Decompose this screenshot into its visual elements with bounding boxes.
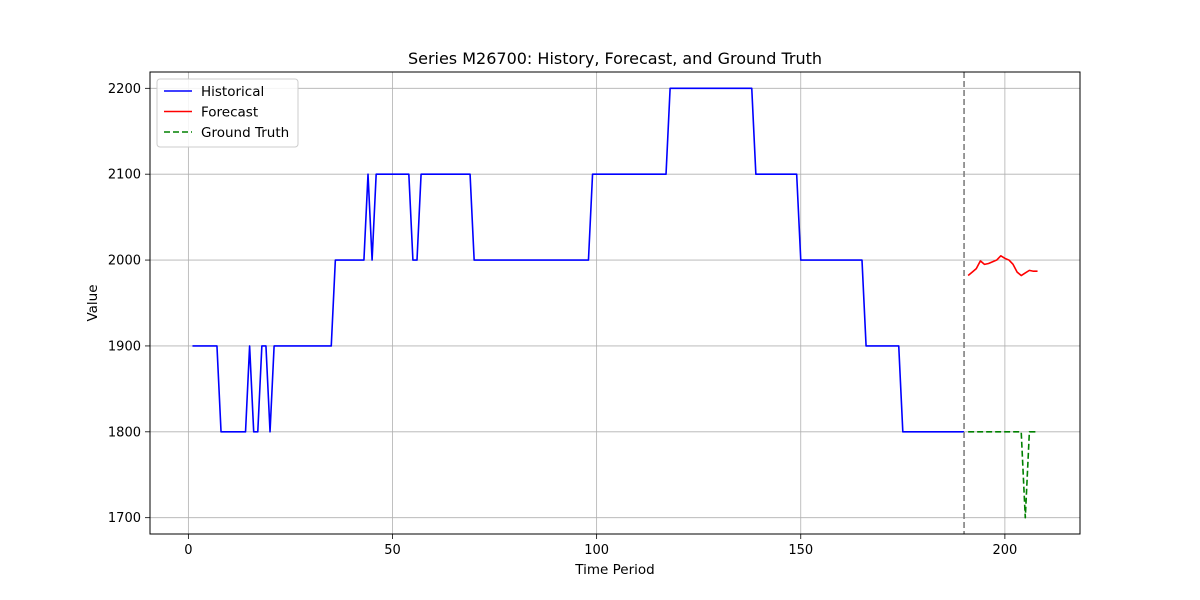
y-tick-label: 1700 <box>108 511 141 526</box>
y-tick-label: 1800 <box>108 425 141 440</box>
series-line-ground-truth <box>968 431 1038 519</box>
y-tick-label: 1900 <box>108 339 141 354</box>
x-tick-label: 0 <box>184 543 192 558</box>
y-tick-label: 2000 <box>108 254 141 269</box>
y-tick-label: 2100 <box>108 168 141 183</box>
x-tick-label: 150 <box>788 543 813 558</box>
x-tick-label: 50 <box>384 543 401 558</box>
legend-label: Historical <box>201 84 264 100</box>
legend: Historical Forecast Ground Truth <box>156 78 299 148</box>
x-tick-label: 200 <box>992 543 1017 558</box>
y-tick-label: 2200 <box>108 82 141 97</box>
legend-box <box>156 78 299 148</box>
series-line-historical <box>192 87 965 433</box>
legend-label: Ground Truth <box>201 125 289 141</box>
chart-title: Series M26700: History, Forecast, and Gr… <box>408 49 822 68</box>
legend-label: Forecast <box>201 105 258 121</box>
x-axis-ticks: 0 50 100 150 200 <box>184 534 1017 558</box>
y-axis-label: Value <box>85 284 101 321</box>
series-layer <box>192 87 1038 519</box>
series-line-forecast <box>967 254 1038 277</box>
x-tick-label: 100 <box>584 543 609 558</box>
y-axis-ticks: 1700 1800 1900 2000 2100 2200 <box>108 82 150 526</box>
plot-frame <box>149 71 1081 535</box>
x-axis-label: Time Period <box>574 562 654 578</box>
